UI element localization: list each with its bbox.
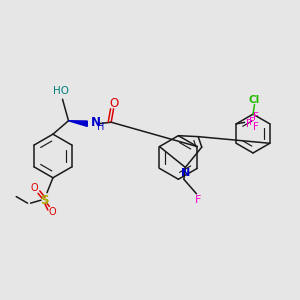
Text: F: F [249,117,255,128]
Text: F: F [253,122,259,132]
Text: O: O [31,183,38,193]
Text: F: F [195,195,201,205]
Text: F: F [246,119,252,130]
Text: O: O [110,97,119,110]
Text: F: F [253,112,259,122]
Text: HO: HO [53,86,69,96]
Text: Cl: Cl [249,95,260,105]
Text: N: N [181,168,190,178]
Text: N: N [91,116,101,129]
Text: S: S [40,194,48,207]
Text: H: H [97,122,104,132]
Text: O: O [49,207,56,217]
Polygon shape [68,121,87,126]
